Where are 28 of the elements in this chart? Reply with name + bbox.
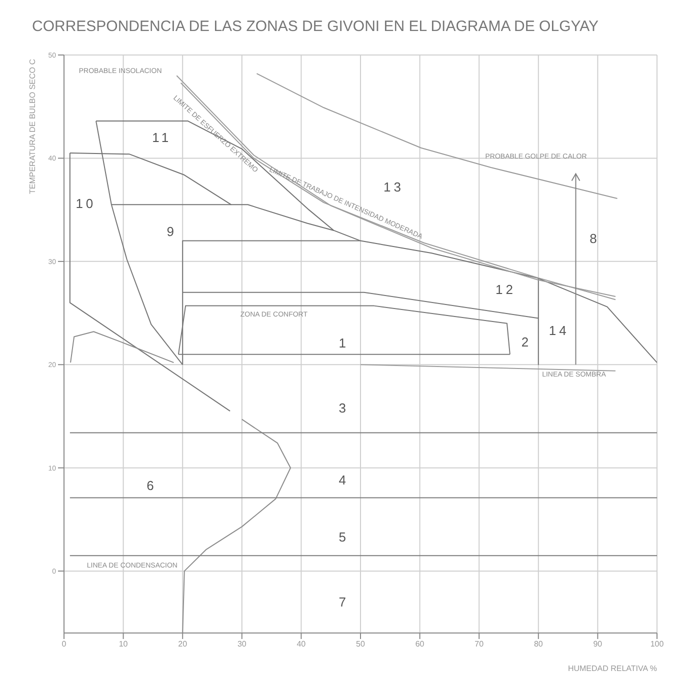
- annotation: 7: [338, 594, 350, 610]
- x-tick-label: 70: [474, 640, 484, 649]
- annotation: 6: [146, 478, 157, 493]
- x-tick-label: 50: [356, 640, 366, 649]
- x-tick-label: 30: [237, 640, 247, 649]
- x-tick-label: 80: [534, 640, 544, 649]
- annotation: 14: [548, 323, 570, 338]
- annotation: 10: [76, 196, 96, 212]
- x-tick-label: 20: [178, 640, 188, 649]
- annotation: 8: [590, 231, 600, 246]
- annotation: 2: [521, 334, 532, 350]
- x-tick-label: 40: [296, 640, 306, 649]
- annotation: 9: [166, 224, 178, 239]
- y-axis-title: TEMPERATURA DE BULBO SECO C: [28, 58, 37, 194]
- annotation: 4: [338, 472, 350, 488]
- annotation: 13: [383, 180, 404, 195]
- x-axis-title: HUMEDAD RELATIVA %: [568, 664, 657, 673]
- chart-title: CORRESPONDENCIA DE LAS ZONAS DE GIVONI EN EL DIAGRAMA DE OLGYAY: [32, 18, 599, 35]
- annotation: 3: [338, 400, 350, 416]
- annotation: 12: [496, 282, 516, 297]
- annotation: 11: [152, 130, 172, 146]
- x-tick-label: 10: [118, 640, 128, 649]
- x-tick-label: 60: [415, 640, 425, 649]
- x-tick-label: 0: [62, 640, 67, 649]
- x-tick-label: 100: [650, 640, 664, 649]
- x-tick-label: 90: [593, 640, 603, 649]
- annotation: 5: [338, 530, 350, 545]
- annotation: 1: [338, 335, 350, 350]
